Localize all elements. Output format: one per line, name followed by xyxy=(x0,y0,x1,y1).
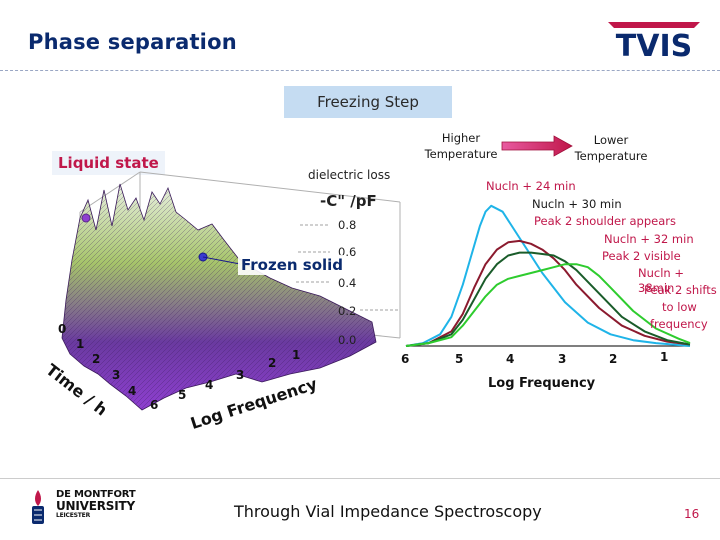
annotation-nucln-38: Nucln + 38min xyxy=(638,266,684,295)
logo-swoosh xyxy=(608,22,700,28)
time-tick: 6 xyxy=(150,398,159,412)
series-layer xyxy=(405,204,691,347)
series-line-3 xyxy=(405,251,691,347)
x-tick: 2 xyxy=(609,352,618,366)
university-line2: UNIVERSITY xyxy=(56,499,135,513)
slide-title: Phase separation xyxy=(28,30,237,54)
x-tick: 1 xyxy=(660,350,669,364)
liquid-state-label: Liquid state xyxy=(52,151,165,175)
freq-tick: 5 xyxy=(178,388,187,402)
annotation-frequency: frequency xyxy=(650,317,708,331)
surface-mesh-lines xyxy=(62,184,376,410)
liquid-state-marker xyxy=(81,213,91,223)
university-line1: DE MONTFORT xyxy=(56,489,136,500)
annotation-to-low: to low xyxy=(662,300,697,314)
annotation-nucln-24: Nucln + 24 min xyxy=(486,179,576,193)
freq-tick: 2 xyxy=(268,356,277,370)
annotation-peak2-shifts: Peak 2 shifts xyxy=(644,283,717,297)
page-number: 16 xyxy=(684,507,700,521)
z-axis-unit: -C" /pF xyxy=(320,192,377,210)
x-tick: 3 xyxy=(558,352,567,366)
annotation-peak2-visible: Peak 2 visible xyxy=(602,249,681,263)
surface-plot xyxy=(61,171,401,411)
annotation-nucln-30: Nucln + 30 min xyxy=(532,197,622,211)
time-tick: 0 xyxy=(58,322,67,336)
x-tick: 4 xyxy=(506,352,515,366)
line-chart xyxy=(405,204,691,347)
time-tick: 1 xyxy=(76,337,85,351)
higher-temperature-label: Higher Temperature xyxy=(424,131,498,161)
z-axis-title: dielectric loss xyxy=(308,168,391,182)
freezing-step-box: Freezing Step xyxy=(284,86,452,118)
series-line-4 xyxy=(405,263,691,347)
lower-temperature-label: Lower Temperature xyxy=(574,133,648,163)
time-tick: 3 xyxy=(112,368,121,382)
x-tick: 5 xyxy=(455,352,464,366)
x-tick: 6 xyxy=(401,352,410,366)
annotation-nucln-32: Nucln + 32 min xyxy=(604,232,694,246)
footer-divider xyxy=(0,478,720,479)
x-axis-label: Log Frequency xyxy=(488,376,596,391)
freq-tick: 4 xyxy=(205,378,214,392)
arrow-icon xyxy=(501,135,573,157)
tvis-logo: TVIS xyxy=(608,22,700,62)
title-divider xyxy=(0,70,720,71)
z-tick: 0.2 xyxy=(338,304,357,318)
z-tick: 0.0 xyxy=(338,333,357,347)
time-tick: 4 xyxy=(128,384,137,398)
z-tick: 0.8 xyxy=(338,218,357,232)
university-crest-icon xyxy=(32,490,44,524)
logo-text: TVIS xyxy=(616,29,692,62)
annotation-shoulder: Peak 2 shoulder appears xyxy=(534,214,676,228)
university-line3: LEICESTER xyxy=(56,512,90,519)
z-tick: 0.4 xyxy=(338,276,357,290)
series-line-2 xyxy=(405,239,691,347)
series-line-1 xyxy=(405,204,691,347)
university-name: DE MONTFORT UNIVERSITY LEICESTER xyxy=(56,489,136,520)
freq-tick: 3 xyxy=(236,368,245,382)
frozen-solid-pointer xyxy=(202,256,241,265)
frozen-solid-label: Frozen solid xyxy=(238,255,347,275)
footer-text: Through Vial Impedance Spectroscopy xyxy=(234,502,542,521)
freq-tick: 1 xyxy=(292,348,301,362)
time-tick: 2 xyxy=(92,352,101,366)
